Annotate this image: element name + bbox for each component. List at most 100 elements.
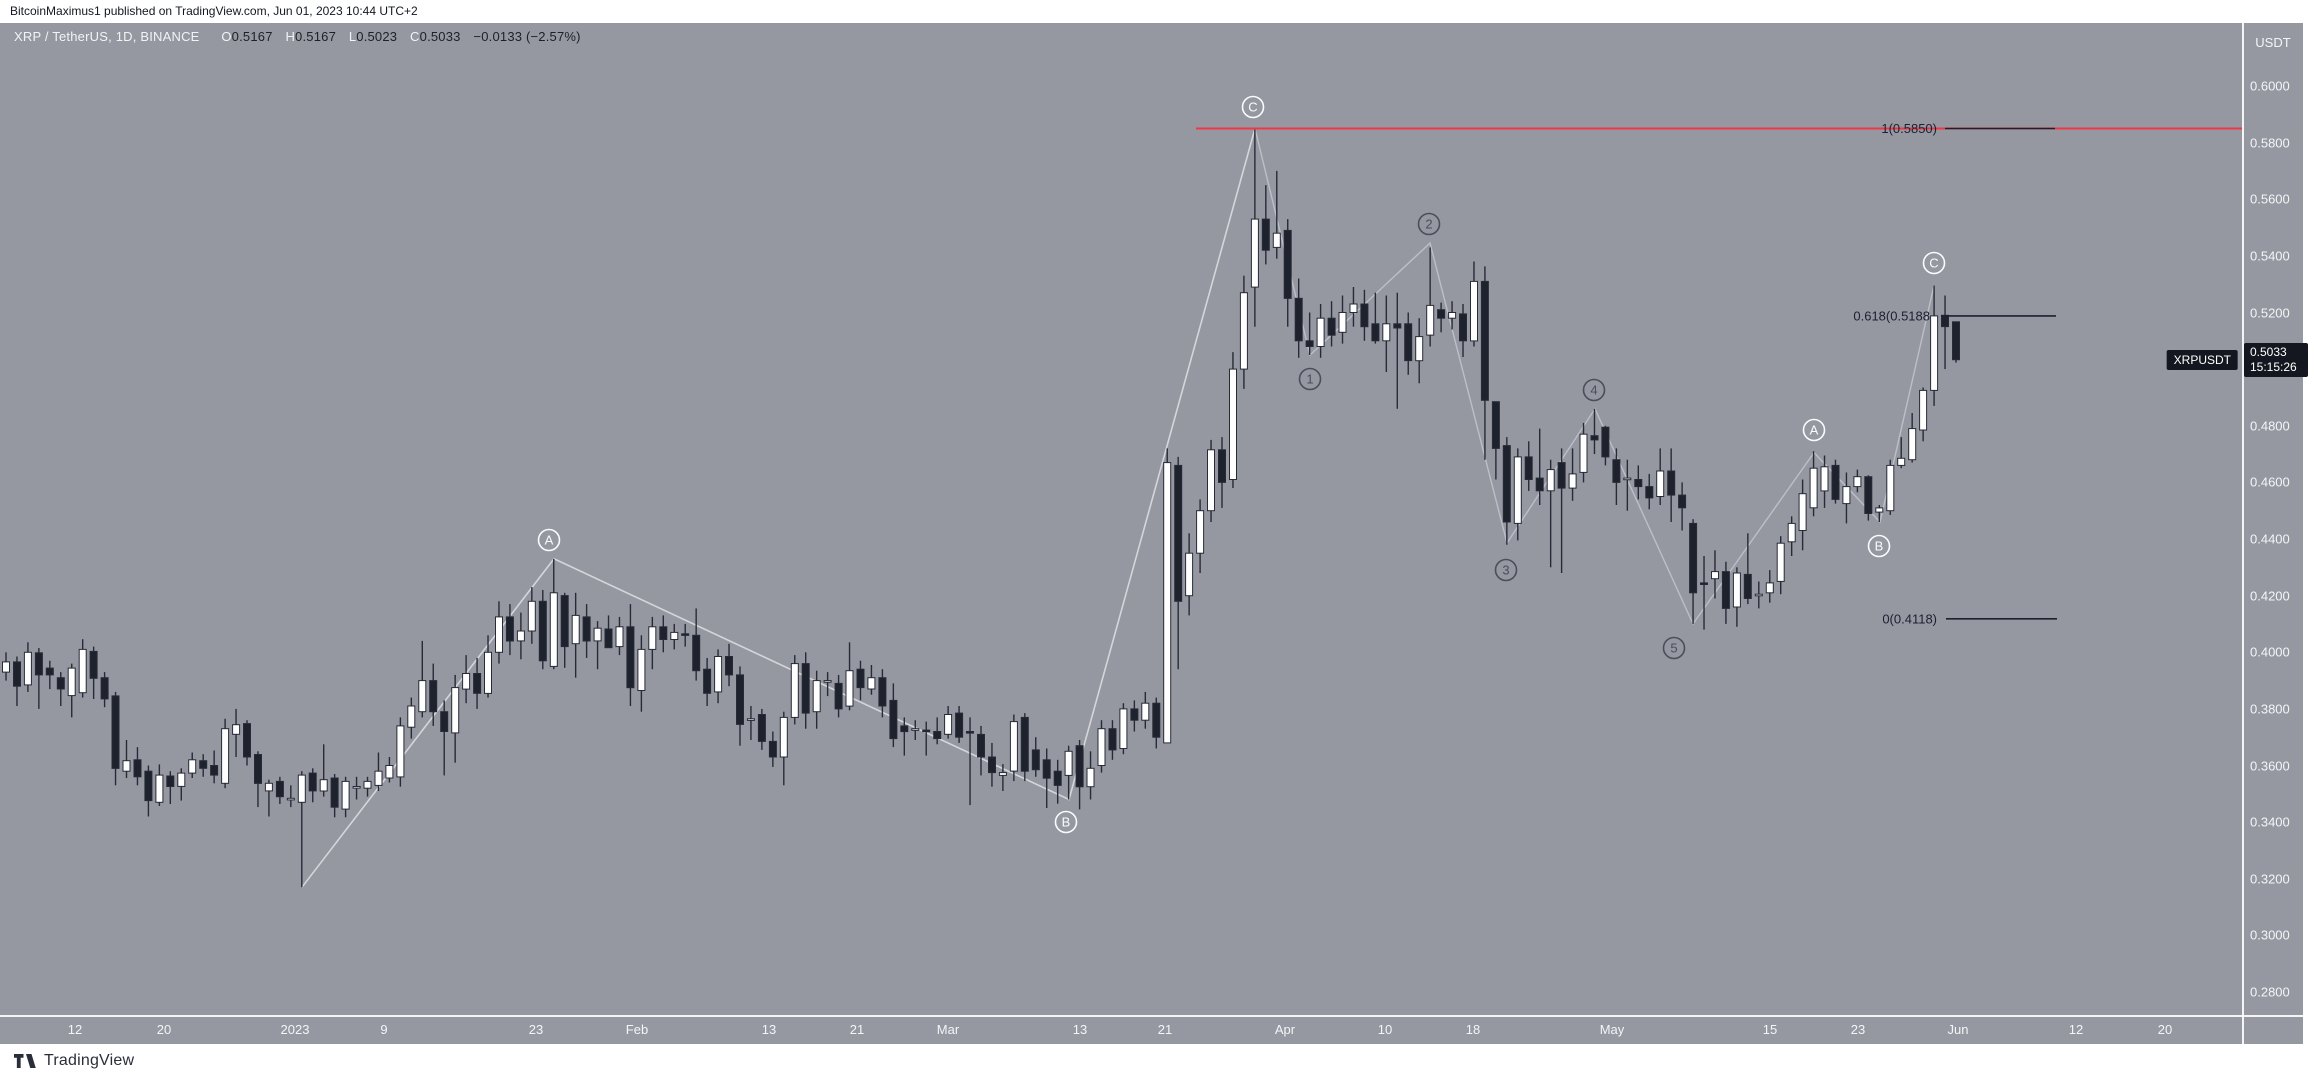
wave-marker-5[interactable]: 5 — [1664, 638, 1685, 659]
candle-down — [1744, 574, 1751, 598]
candle-up — [408, 706, 415, 727]
candle-up — [386, 766, 393, 779]
candle-up — [24, 652, 31, 685]
open-label: O — [221, 29, 231, 44]
candle-up — [813, 681, 820, 712]
candle-down — [726, 657, 733, 675]
candle-up — [1799, 494, 1806, 531]
time-scale[interactable]: 12202023923Feb1321Mar1321Apr1018May1523J… — [0, 1017, 2303, 1044]
candle-up — [1142, 703, 1149, 720]
candle-down — [1832, 465, 1839, 499]
wave-marker-3[interactable]: 3 — [1496, 560, 1517, 581]
svg-text:2: 2 — [1425, 217, 1432, 232]
candle-down — [506, 617, 513, 641]
fib-level-label: 0.618(0.5188 — [1853, 308, 1930, 323]
candle-up — [1065, 751, 1072, 775]
candle-up — [1569, 474, 1576, 488]
date-tick-label: 2023 — [281, 1022, 310, 1037]
date-tick-label: 23 — [1851, 1022, 1865, 1037]
candle-down — [101, 678, 108, 699]
time-scale-separator[interactable] — [0, 1015, 2303, 1017]
wave-marker-B[interactable]: B — [1869, 536, 1890, 557]
candle-up — [747, 719, 754, 721]
candle-down — [1405, 324, 1412, 361]
candle-down — [1361, 304, 1368, 327]
date-tick-label: 12 — [2069, 1022, 2083, 1037]
candle-up — [912, 729, 919, 731]
candle-down — [1032, 750, 1039, 770]
price-scale-separator[interactable] — [2242, 23, 2244, 1044]
wave-marker-4[interactable]: 4 — [1584, 380, 1605, 401]
close-label: C — [410, 29, 420, 44]
tradingview-logo[interactable]: TradingView — [14, 1052, 134, 1070]
candle-up — [1712, 572, 1719, 579]
candle-up — [1777, 543, 1784, 581]
candle-down — [145, 771, 152, 800]
candle-down — [1722, 572, 1729, 609]
candle-up — [1733, 573, 1740, 607]
date-tick-label: 13 — [762, 1022, 776, 1037]
wave-marker-A[interactable]: A — [539, 530, 560, 551]
candle-down — [112, 696, 119, 769]
candle-down — [758, 715, 765, 742]
candle-up — [1350, 304, 1357, 313]
candle-up — [364, 781, 371, 788]
wave-marker-1[interactable]: 1 — [1300, 369, 1321, 390]
candle-up — [1186, 553, 1193, 596]
candle-down — [331, 778, 338, 807]
candle-down — [211, 766, 218, 776]
elliott-zigzag-impulse[interactable] — [1255, 129, 1934, 624]
candle-down — [1558, 463, 1565, 489]
candle-down — [1219, 450, 1226, 483]
candle-down — [430, 681, 437, 712]
chart-canvas[interactable]: 1(0.5850)0.618(0.51880(0.4118)ABC12345AB… — [0, 23, 2303, 1015]
candle-down — [1295, 298, 1302, 341]
wave-marker-C[interactable]: C — [1243, 97, 1264, 118]
publish-bar: BitcoinMaximus1 published on TradingView… — [0, 0, 2314, 23]
price-tick-label: 0.5800 — [2250, 135, 2290, 150]
candle-down — [1076, 746, 1083, 787]
candle-down — [1262, 219, 1269, 250]
candle-down — [1021, 717, 1028, 771]
change-value: −0.0133 (−2.57%) — [473, 29, 580, 44]
candle-down — [1602, 427, 1609, 457]
publish-text: BitcoinMaximus1 published on TradingView… — [10, 4, 418, 18]
date-tick-label: Mar — [937, 1022, 959, 1037]
candle-up — [517, 631, 524, 641]
wave-marker-2[interactable]: 2 — [1419, 214, 1440, 235]
candle-up — [1514, 457, 1521, 524]
svg-text:B: B — [1875, 539, 1884, 554]
symbol-price-tag: XRPUSDT — [2167, 350, 2238, 370]
price-tick-label: 0.4000 — [2250, 645, 2290, 660]
wave-marker-C[interactable]: C — [1924, 253, 1945, 274]
candle-up — [222, 729, 229, 784]
candle-down — [90, 651, 97, 678]
svg-text:C: C — [1248, 100, 1257, 115]
candle-down — [1646, 487, 1653, 498]
wave-marker-A[interactable]: A — [1804, 420, 1825, 441]
candle-down — [901, 726, 908, 732]
price-tick-label: 0.3400 — [2250, 815, 2290, 830]
elliott-zigzag-abc[interactable] — [302, 129, 1255, 888]
candle-down — [35, 653, 42, 675]
candle-up — [178, 773, 185, 786]
tradingview-published-chart: BitcoinMaximus1 published on TradingView… — [0, 0, 2314, 1079]
candle-up — [1898, 458, 1905, 465]
candle-down — [1690, 523, 1697, 592]
candle-down — [583, 617, 590, 641]
candle-up — [1317, 318, 1324, 346]
candle-up — [1010, 722, 1017, 772]
svg-text:B: B — [1062, 815, 1071, 830]
candle-up — [1197, 511, 1204, 554]
candle-down — [1865, 477, 1872, 514]
candle-down — [1481, 281, 1488, 400]
candle-up — [265, 783, 272, 791]
right-margin — [2303, 0, 2314, 1079]
svg-text:4: 4 — [1590, 383, 1597, 398]
price-tick-label: 0.4200 — [2250, 588, 2290, 603]
wave-marker-B[interactable]: B — [1056, 812, 1077, 833]
candle-up — [1087, 768, 1094, 786]
candle-up — [1887, 465, 1894, 510]
candle-up — [1339, 313, 1346, 333]
candle-down — [934, 732, 941, 739]
